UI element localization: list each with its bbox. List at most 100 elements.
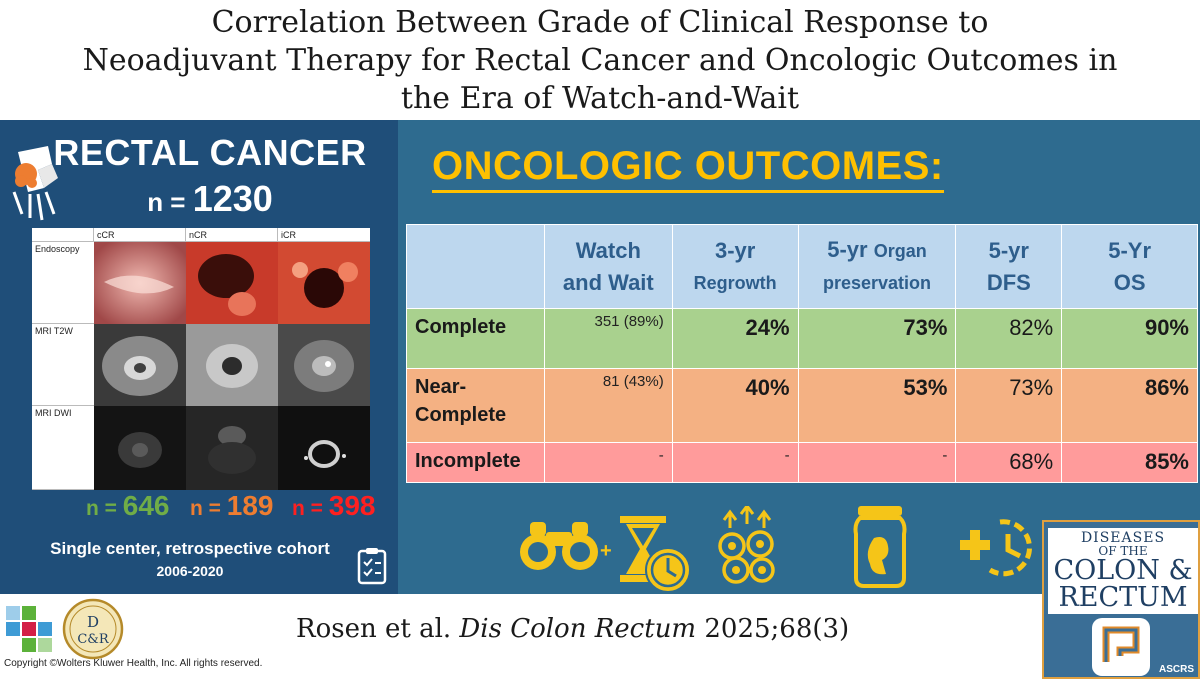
cover-line3: COLON &: [1053, 555, 1193, 586]
cell-incomplete-regrowth: -: [671, 442, 799, 483]
row-label-incomplete-text: Incomplete: [415, 450, 521, 472]
colon-icon: [1090, 616, 1152, 678]
total-n-value: 1230: [192, 178, 273, 219]
header-regrowth-line2: Regrowth: [693, 272, 777, 293]
mri-dwi-ncr-image: [186, 406, 278, 490]
imaging-grid: cCR nCR iCR Endoscopy MRI T2W MRI DWI: [32, 228, 370, 490]
grid-col-ccr: cCR: [94, 228, 186, 242]
binoculars-icon: [516, 520, 602, 572]
header-organ-line1a: 5-yr: [827, 237, 868, 262]
complete-group-n: n = 646: [86, 490, 169, 522]
dcr-logo-icon: D C&R: [62, 598, 124, 660]
total-n: n = 1230: [40, 178, 380, 220]
cell-complete-os: 90%: [1061, 308, 1198, 369]
header-os-line2: OS: [1113, 269, 1146, 295]
title-line-3: the Era of Watch-and-Wait: [400, 81, 800, 116]
grid-col-ncr: nCR: [186, 228, 278, 242]
regrowth-cells-icon: [716, 506, 778, 586]
cohort-years: 2006-2020: [156, 563, 224, 579]
endoscopy-ccr-image: [94, 242, 186, 324]
header-watch-and-wait: Watch and Wait: [543, 224, 673, 309]
wolters-kluwer-logo-icon: [6, 606, 54, 654]
total-n-label: n =: [147, 187, 193, 217]
row-label-complete: Complete: [406, 308, 545, 369]
complete-n-value: 646: [122, 490, 170, 521]
citation-issue: 2025;68(3): [696, 614, 850, 644]
near-complete-n-label: n =: [190, 497, 227, 520]
mascot-icon: [8, 144, 64, 222]
mri-t2w-ncr-image: [186, 324, 278, 406]
citation: Rosen et al. Dis Colon Rectum 2025;68(3): [296, 614, 849, 644]
header-watch-line2: and Wait: [562, 269, 654, 295]
table-header-row: Watch and Wait 3-yr Regrowth 5-yr Organ …: [406, 224, 1198, 309]
organ-jar-icon: [852, 504, 908, 588]
row-label-near-line1: Near-: [415, 376, 467, 398]
infographic-title: Correlation Between Grade of Clinical Re…: [0, 0, 1200, 120]
incomplete-n-value: 398: [328, 490, 376, 521]
cell-near-dfs: 73%: [955, 368, 1063, 443]
plus-sign: +: [600, 540, 612, 562]
grid-row-mri-dwi: MRI DWI: [32, 406, 94, 490]
cover-publisher: ASCRS: [1158, 664, 1194, 675]
header-organ-line1b: Organ: [873, 241, 927, 261]
cohort-line: Single center, retrospective cohort: [50, 539, 330, 558]
cover-line4: RECTUM: [1058, 582, 1188, 613]
rectal-cancer-heading: RECTAL CANCER: [53, 132, 367, 173]
cell-incomplete-dfs: 68%: [955, 442, 1063, 483]
cover-line1: DISEASES: [1080, 530, 1166, 546]
table-row-complete: Complete 351 (89%) 24% 73% 82% 90%: [406, 308, 1198, 369]
cell-complete-organ: 73%: [797, 308, 957, 369]
citation-journal: Dis Colon Rectum: [459, 614, 697, 644]
cover-line2: OF THE: [1098, 544, 1148, 558]
header-os: 5-Yr OS: [1061, 224, 1198, 309]
cell-incomplete-watch-wait: -: [543, 442, 673, 483]
row-label-incomplete: Incomplete: [406, 442, 545, 483]
grid-col-icr: iCR: [278, 228, 370, 242]
clock-icon: [644, 546, 692, 594]
section-title: ONCOLOGIC OUTCOMES:: [432, 144, 944, 193]
header-organ-line2: preservation: [822, 273, 931, 293]
plus-clock-icon: [950, 518, 1034, 580]
header-organ-preservation: 5-yr Organ preservation: [797, 224, 957, 309]
endoscopy-ncr-image: [186, 242, 278, 324]
mri-dwi-icr-image: [278, 406, 370, 490]
incomplete-group-n: n = 398: [292, 490, 375, 522]
cell-near-watch-wait: 81 (43%): [543, 368, 673, 443]
mri-dwi-ccr-image: [94, 406, 186, 490]
near-complete-group-n: n = 189: [190, 490, 273, 522]
response-group-counts: n = 646 n = 189 n = 398: [0, 490, 398, 530]
cell-incomplete-organ: -: [797, 442, 957, 483]
oncologic-outcomes-panel: ONCOLOGIC OUTCOMES: Watch and Wait 3-yr …: [398, 120, 1200, 594]
rectal-cancer-panel: RECTAL CANCER n = 1230 cCR nCR iCR Endos…: [0, 120, 398, 594]
header-dfs-line2: DFS: [986, 269, 1031, 295]
header-os-line1: 5-Yr: [1108, 237, 1152, 263]
endoscopy-icr-image: [278, 242, 370, 324]
table-row-near-complete: Near- Complete 81 (43%) 40% 53% 73% 86%: [406, 368, 1198, 443]
cell-incomplete-os: 85%: [1061, 442, 1198, 483]
header-empty: [406, 224, 545, 309]
row-label-near-complete: Near- Complete: [406, 368, 545, 443]
clipboard-icon: [356, 546, 390, 586]
header-regrowth: 3-yr Regrowth: [671, 224, 799, 309]
title-line-2: Neoadjuvant Therapy for Rectal Cancer an…: [82, 43, 1118, 78]
copyright-notice: Copyright ©Wolters Kluwer Health, Inc. A…: [4, 658, 263, 669]
footer: D C&R Rosen et al. Dis Colon Rectum 2025…: [0, 594, 1200, 679]
header-regrowth-line1: 3-yr: [714, 237, 756, 263]
cell-complete-regrowth: 24%: [671, 308, 799, 369]
svg-text:C&R: C&R: [77, 632, 110, 647]
grid-row-mri-t2w: MRI T2W: [32, 324, 94, 406]
mri-t2w-ccr-image: [94, 324, 186, 406]
cell-near-organ: 53%: [797, 368, 957, 443]
cohort-description: Single center, retrospective cohort 2006…: [20, 538, 360, 582]
grid-row-endoscopy: Endoscopy: [32, 242, 94, 324]
cell-complete-dfs: 82%: [955, 308, 1063, 369]
header-dfs: 5-yr DFS: [955, 224, 1063, 309]
outcomes-table: Watch and Wait 3-yr Regrowth 5-yr Organ …: [406, 224, 1198, 483]
title-line-1: Correlation Between Grade of Clinical Re…: [211, 5, 989, 40]
mri-t2w-icr-image: [278, 324, 370, 406]
complete-n-label: n =: [86, 497, 123, 520]
table-row-incomplete: Incomplete - - - 68% 85%: [406, 442, 1198, 483]
header-watch-line1: Watch: [575, 237, 641, 263]
header-dfs-line1: 5-yr: [988, 237, 1029, 263]
grid-corner: [32, 228, 94, 242]
